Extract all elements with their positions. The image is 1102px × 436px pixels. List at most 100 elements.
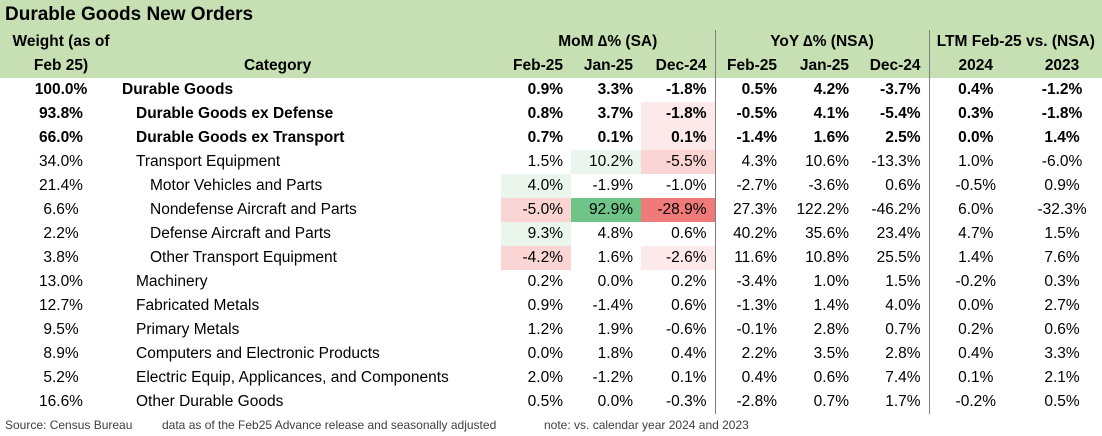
- weight-cell: 93.8%: [39, 105, 83, 122]
- category-cell: Motor Vehicles and Parts: [150, 177, 323, 194]
- value-cell: 1.4%: [928, 246, 1023, 270]
- category-header: Category: [122, 54, 501, 78]
- weight-cell: 66.0%: [39, 129, 83, 146]
- value-cell: -0.6%: [666, 321, 707, 338]
- value-cell: 122.2%: [796, 201, 850, 218]
- value-cell: 4.8%: [597, 225, 633, 242]
- value-cell: 0.4%: [928, 342, 1023, 366]
- value-cell: 0.1%: [597, 129, 633, 146]
- ltm-group-header: LTM Feb-25 vs. (NSA): [928, 30, 1102, 54]
- value-cell: -28.9%: [641, 198, 716, 222]
- col-header: Feb-25: [501, 54, 571, 78]
- value-cell: 3.5%: [813, 345, 850, 362]
- table-row: 8.9% Computers and Electronic Products 0.0…: [0, 342, 1102, 366]
- category-cell: Durable Goods: [122, 81, 234, 98]
- value-cell: -0.2%: [928, 270, 1023, 294]
- weight-cell: 16.6%: [39, 393, 83, 410]
- value-cell: 1.8%: [597, 345, 633, 362]
- category-cell: Fabricated Metals: [136, 297, 260, 314]
- value-cell: 9.3%: [501, 222, 571, 246]
- value-cell: 10.8%: [805, 249, 850, 266]
- value-cell: -3.6%: [808, 177, 850, 194]
- value-cell: 0.4%: [671, 345, 707, 362]
- value-cell: 0.6%: [885, 177, 921, 194]
- value-cell: 0.6%: [1044, 321, 1080, 338]
- weight-cell: 34.0%: [39, 153, 83, 170]
- col-header: 2023: [1022, 54, 1102, 78]
- value-cell: 10.6%: [805, 153, 850, 170]
- value-cell: 1.6%: [597, 249, 633, 266]
- value-cell: -1.8%: [666, 81, 707, 98]
- value-cell: 2.8%: [813, 321, 850, 338]
- category-cell: Defense Aircraft and Parts: [150, 225, 331, 242]
- value-cell: 0.1%: [641, 126, 716, 150]
- table-row: 12.7% Fabricated Metals 0.9% -1.4% 0.6% -1.3%…: [0, 294, 1102, 318]
- value-cell: -0.1%: [714, 318, 786, 342]
- table-row: 16.6% Other Durable Goods 0.5% 0.0% -0.3% -2.…: [0, 390, 1102, 414]
- weight-cell: 21.4%: [39, 177, 83, 194]
- value-cell: 1.4%: [1044, 129, 1080, 146]
- value-cell: 7.4%: [885, 369, 921, 386]
- value-cell: 1.9%: [597, 321, 633, 338]
- category-cell: Electric Equip, Applicances, and Compone…: [136, 369, 449, 386]
- value-cell: 1.7%: [885, 393, 921, 410]
- value-cell: 4.1%: [813, 105, 850, 122]
- weight-cell: 8.9%: [43, 345, 79, 362]
- category-cell: Computers and Electronic Products: [136, 345, 380, 362]
- category-cell: Primary Metals: [136, 321, 240, 338]
- value-cell: 1.5%: [1044, 225, 1080, 242]
- value-cell: 0.6%: [813, 369, 850, 386]
- table-body: 100.0% Durable Goods 0.9% 3.3% -1.8% 0.5% 4.2%…: [0, 78, 1102, 414]
- value-cell: -2.7%: [714, 174, 786, 198]
- value-cell: 2.7%: [1044, 297, 1080, 314]
- value-cell: 1.0%: [928, 150, 1023, 174]
- value-cell: 0.0%: [597, 273, 633, 290]
- table-row: 100.0% Durable Goods 0.9% 3.3% -1.8% 0.5% 4.2%…: [0, 78, 1102, 102]
- value-cell: 2.1%: [1044, 369, 1080, 386]
- value-cell: -1.2%: [592, 369, 634, 386]
- value-cell: 0.9%: [527, 81, 563, 98]
- category-cell: Machinery: [136, 273, 208, 290]
- value-cell: -1.8%: [1041, 105, 1083, 122]
- table-row: 5.2% Electric Equip, Applicances, and Com…: [0, 366, 1102, 390]
- value-cell: -2.8%: [714, 390, 786, 414]
- value-cell: 0.1%: [671, 369, 707, 386]
- footer-source: Source: Census Bureau: [5, 418, 133, 432]
- value-cell: 0.2%: [527, 273, 563, 290]
- value-cell: 11.6%: [714, 246, 786, 270]
- value-cell: 4.0%: [501, 174, 571, 198]
- col-header: Feb-25: [714, 54, 786, 78]
- value-cell: -1.0%: [666, 177, 707, 194]
- value-cell: 23.4%: [876, 225, 921, 242]
- col-header: 2024: [928, 54, 1023, 78]
- value-cell: 0.2%: [671, 273, 707, 290]
- weight-cell: 6.6%: [43, 201, 79, 218]
- value-cell: 4.7%: [928, 222, 1023, 246]
- col-header: Dec-24: [857, 54, 930, 78]
- value-cell: -32.3%: [1037, 201, 1087, 218]
- value-cell: 0.7%: [813, 393, 850, 410]
- value-cell: 0.6%: [671, 297, 707, 314]
- value-cell: 6.0%: [928, 198, 1023, 222]
- value-cell: 0.4%: [928, 78, 1023, 102]
- col-header: Dec-24: [641, 54, 716, 78]
- value-cell: 10.2%: [571, 150, 641, 174]
- table-row: 93.8% Durable Goods ex Defense 0.8% 3.7% -1.…: [0, 102, 1102, 126]
- table-row: 34.0% Transport Equipment 1.5% 10.2% -5.5% 4.…: [0, 150, 1102, 174]
- category-cell: Other Durable Goods: [136, 393, 284, 410]
- header-row-columns: Feb 25) Category Feb-25 Jan-25 Dec-24 Fe…: [0, 54, 1102, 78]
- value-cell: 0.5%: [714, 78, 786, 102]
- value-cell: -1.9%: [592, 177, 634, 194]
- value-cell: 0.1%: [928, 366, 1023, 390]
- col-header: Jan-25: [571, 54, 641, 78]
- value-cell: 0.6%: [671, 225, 707, 242]
- table-row: 21.4% Motor Vehicles and Parts 4.0% -1.9% -1…: [0, 174, 1102, 198]
- value-cell: 1.5%: [527, 153, 563, 170]
- value-cell: 1.6%: [813, 129, 850, 146]
- value-cell: 27.3%: [714, 198, 786, 222]
- value-cell: 0.5%: [1044, 393, 1080, 410]
- value-cell: 0.8%: [527, 105, 563, 122]
- value-cell: 2.5%: [885, 129, 921, 146]
- value-cell: 0.9%: [527, 297, 563, 314]
- value-cell: 0.0%: [597, 393, 633, 410]
